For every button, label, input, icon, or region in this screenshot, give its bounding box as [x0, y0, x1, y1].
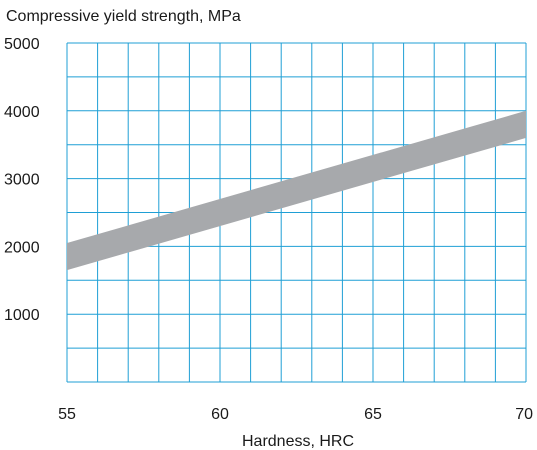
- x-tick-label: 65: [364, 406, 382, 423]
- x-axis-ticks: 55 60 65 70: [58, 406, 533, 423]
- y-tick-label: 4000: [4, 104, 40, 121]
- y-tick-label: 5000: [4, 36, 40, 53]
- chart-marks: [67, 110, 526, 271]
- y-axis-ticks: 1000 2000 3000 4000 5000: [4, 36, 40, 324]
- y-tick-label: 1000: [4, 307, 40, 324]
- y-tick-label: 3000: [4, 172, 40, 189]
- strength-band: [67, 110, 526, 271]
- x-tick-label: 55: [58, 406, 76, 423]
- x-tick-label: 70: [515, 406, 533, 423]
- x-tick-label: 60: [211, 406, 229, 423]
- x-axis-label: Hardness, HRC: [242, 433, 354, 450]
- y-tick-label: 2000: [4, 239, 40, 256]
- grid: [66, 42, 527, 383]
- chart-title: Compressive yield strength, MPa: [6, 8, 241, 25]
